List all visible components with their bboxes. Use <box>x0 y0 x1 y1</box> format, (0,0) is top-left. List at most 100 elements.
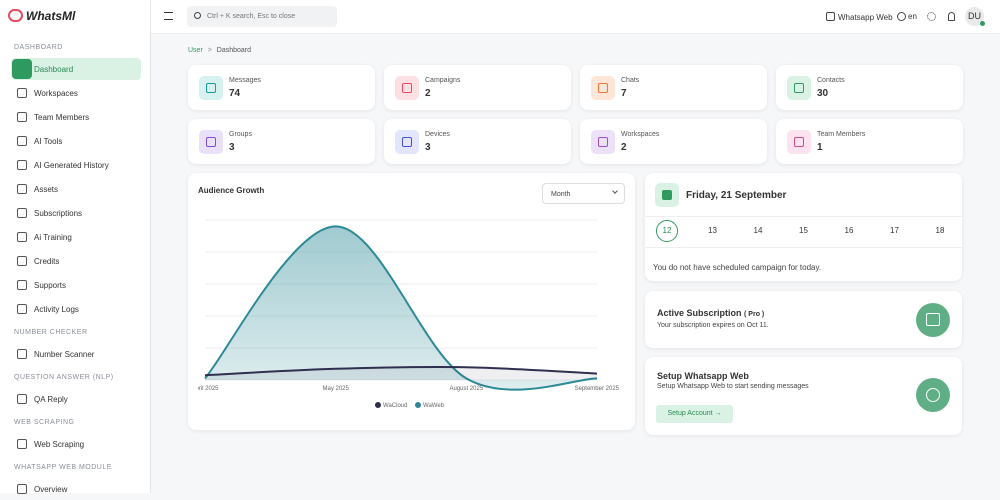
calendar-message: You do not have scheduled campaign for t… <box>653 263 822 272</box>
stat-icon <box>395 76 419 100</box>
calendar-day[interactable]: 12 <box>656 220 678 242</box>
calendar-day[interactable]: 16 <box>844 226 854 235</box>
sidebar-item[interactable]: Number Scanner <box>11 343 141 365</box>
calendar-day[interactable]: 13 <box>708 226 717 235</box>
legend-marker <box>375 402 381 408</box>
sidebar-item[interactable]: Workspaces <box>11 82 141 104</box>
sidebar-item[interactable]: Credits <box>11 250 141 272</box>
sidebar-item[interactable]: AI Generated History <box>11 154 141 176</box>
sidebar-icon <box>17 304 27 314</box>
stat-value: 7 <box>621 88 627 99</box>
stat-value: 2 <box>621 142 627 153</box>
sidebar-item[interactable]: Subscriptions <box>11 202 141 224</box>
avatar[interactable]: DU <box>965 7 984 26</box>
sidebar-icon <box>17 136 27 146</box>
sidebar-item[interactable]: Supports <box>11 274 141 296</box>
stat-icon <box>395 130 419 154</box>
calendar-day[interactable]: 17 <box>890 226 899 235</box>
whatsapp-icon <box>916 378 950 412</box>
sidebar-item[interactable]: Assets <box>11 178 141 200</box>
breadcrumb-parent[interactable]: User <box>188 47 203 54</box>
sidebar-icon <box>17 349 27 359</box>
sidebar-icon <box>17 112 27 122</box>
sidebar-item[interactable]: Activity Logs <box>11 298 141 320</box>
stat-icon <box>199 76 223 100</box>
calendar-day[interactable]: 14 <box>753 226 763 235</box>
subscription-title: Active Subscription ( Pro ) <box>657 308 765 318</box>
stat-card: Chats 7 <box>580 65 767 110</box>
sidebar-item[interactable]: Ai Training <box>11 226 141 248</box>
search-placeholder: Ctrl + K search, Esc to close <box>207 13 296 20</box>
stat-label: Chats <box>621 77 640 84</box>
breadcrumb-separator: > <box>207 47 212 54</box>
stat-card: Contacts 30 <box>776 65 963 110</box>
stat-card: Team Members 1 <box>776 119 963 164</box>
stat-value: 2 <box>425 88 431 99</box>
calendar-icon <box>655 183 679 207</box>
sidebar-label: Activity Logs <box>34 304 79 314</box>
sidebar-icon <box>17 88 27 98</box>
breadcrumb: User > Dashboard <box>188 47 251 54</box>
sidebar-icon <box>12 59 32 79</box>
sidebar: WhatsMl DASHBOARD Dashboard Workspaces Team… <box>0 0 151 494</box>
sidebar-heading: DASHBOARD <box>14 44 63 51</box>
whatsapp-web-icon <box>826 12 835 21</box>
stat-label: Messages <box>229 77 261 84</box>
subscription-plan: ( Pro ) <box>744 311 765 318</box>
chart-title: Audience Growth <box>198 186 265 195</box>
sidebar-icon <box>17 439 27 449</box>
menu-toggle[interactable] <box>164 12 173 20</box>
sidebar-item[interactable]: Overview <box>11 478 141 500</box>
sidebar-label: QA Reply <box>34 394 68 404</box>
sidebar-label: Credits <box>34 256 60 266</box>
stat-value: 30 <box>817 88 829 99</box>
sidebar-icon <box>17 232 27 242</box>
status-dot <box>980 21 985 26</box>
breadcrumb-current: Dashboard <box>216 47 252 54</box>
sidebar-item[interactable]: AI Tools <box>11 130 141 152</box>
sidebar-item[interactable]: Web Scraping <box>11 433 141 455</box>
sidebar-icon <box>17 160 27 170</box>
sidebar-icon <box>17 256 27 266</box>
legend-label: WaWeb <box>423 403 445 409</box>
language[interactable]: en <box>908 12 917 21</box>
calendar-card: Friday, 21 September You do not have sch… <box>645 173 962 281</box>
sidebar-label: Number Scanner <box>34 349 95 359</box>
stat-glyph <box>794 137 804 147</box>
setup-button[interactable]: Setup Account → <box>656 405 733 423</box>
line <box>204 225 598 391</box>
sidebar-item[interactable]: QA Reply <box>11 388 141 410</box>
setup-card: Setup Whatsapp Web Setup Whatsapp Web to… <box>645 357 962 435</box>
search-box[interactable]: Ctrl + K search, Esc to close <box>187 6 337 27</box>
period-select[interactable]: Month <box>542 183 625 204</box>
calendar-day[interactable]: 18 <box>935 226 945 235</box>
sidebar-label: Overview <box>34 484 68 494</box>
theme-toggle[interactable] <box>927 12 936 21</box>
chart-card: Audience Growth Month April 2025 May 2025… <box>188 173 635 430</box>
legend-label: WaCloud <box>383 403 407 409</box>
calendar-day[interactable]: 15 <box>799 226 808 235</box>
stat-glyph <box>206 83 216 93</box>
topbar: Ctrl + K search, Esc to close Whatsapp W… <box>151 0 1000 34</box>
language-icon <box>897 12 906 21</box>
sidebar-heading: WEB SCRAPING <box>14 419 75 426</box>
brand: WhatsMl <box>26 9 76 23</box>
sidebar-label: AI Tools <box>34 136 63 146</box>
whatsapp-web-link[interactable]: Whatsapp Web <box>838 13 893 22</box>
area <box>205 226 597 390</box>
period-value: Month <box>551 191 571 198</box>
search-icon <box>194 12 201 19</box>
sidebar-item[interactable]: Team Members <box>11 106 141 128</box>
stat-icon <box>591 76 615 100</box>
notifications[interactable] <box>948 12 955 21</box>
sidebar-item[interactable]: Dashboard <box>11 58 141 80</box>
sidebar-heading: QUESTION ANSWER (NLP) <box>14 374 114 381</box>
sidebar-icon <box>17 394 27 404</box>
subscription-card: Active Subscription ( Pro ) Your subscri… <box>645 291 962 348</box>
sidebar-label: Web Scraping <box>34 439 85 449</box>
sidebar-label: Team Members <box>34 112 90 122</box>
sidebar-heading: WHATSAPP WEB MODULE <box>14 464 112 471</box>
sidebar-icon <box>17 280 27 290</box>
sidebar-label: Workspaces <box>34 88 78 98</box>
sidebar-heading: NUMBER CHECKER <box>14 329 88 336</box>
